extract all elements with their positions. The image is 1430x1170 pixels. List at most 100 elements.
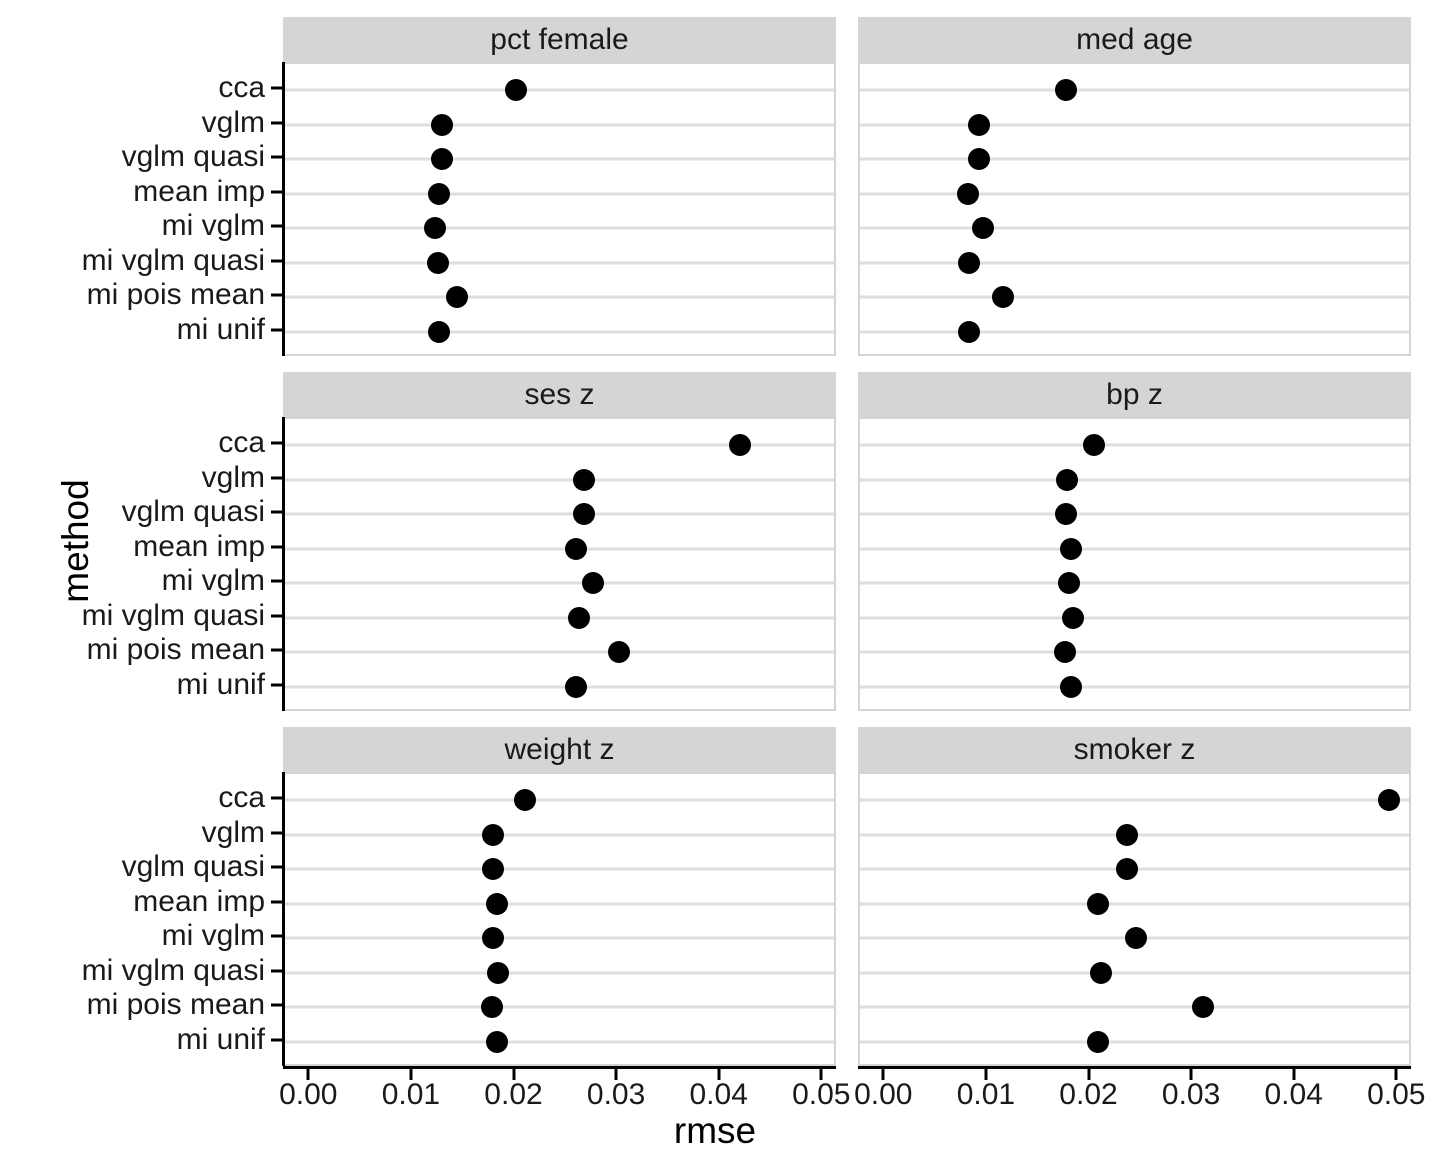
gridline-vglm (285, 123, 834, 127)
x-tick-label: 0.01 (956, 1078, 1016, 1111)
x-tick (819, 1068, 823, 1080)
data-point-mean-imp (1086, 892, 1109, 915)
gridline-cca (860, 798, 1409, 802)
y-tick (271, 510, 282, 514)
facet-strip-label: weight z (504, 732, 615, 766)
y-axis-title: method (55, 479, 97, 603)
y-tick (271, 969, 282, 973)
facet-strip-label: bp z (1106, 377, 1163, 411)
data-point-cca (513, 789, 536, 811)
gridline-mean-imp (285, 192, 834, 196)
y-tick (271, 683, 282, 687)
y-tick (271, 328, 282, 332)
facet-plot-area (283, 772, 836, 1066)
gridline-mi-vglm (285, 226, 834, 230)
y-category-label-mean-imp: mean imp (133, 884, 265, 918)
data-point-mean-imp (957, 182, 980, 205)
gridline-vglm-quasi (285, 157, 834, 161)
data-point-mi-vglm (481, 927, 504, 950)
facet-strip-label: ses z (524, 377, 595, 411)
gridline-mi-vglm-quasi (860, 971, 1409, 975)
data-point-mi-vglm (582, 572, 605, 595)
gridline-mi-vglm-quasi (860, 616, 1409, 620)
y-category-label-mi-vglm: mi vglm (161, 564, 265, 598)
gridline-vglm-quasi (860, 512, 1409, 516)
x-tick (614, 1068, 618, 1080)
y-category-label-vglm-quasi: vglm quasi (121, 140, 265, 174)
data-point-mi-vglm (1124, 927, 1147, 950)
gridline-mi-pois-mean (285, 650, 834, 654)
gridline-mi-vglm-quasi (285, 616, 834, 620)
data-point-mi-vglm-quasi (1062, 606, 1085, 629)
y-category-label-mi-pois-mean: mi pois mean (86, 988, 265, 1022)
gridline-mi-unif (285, 1040, 834, 1044)
facet-plot-area (283, 417, 836, 711)
x-tick (1087, 1068, 1090, 1080)
gridline-mean-imp (860, 902, 1409, 906)
x-tick-label: 0.04 (689, 1078, 748, 1111)
data-point-mean-imp (565, 537, 588, 560)
facet-strip: med age (858, 17, 1411, 62)
facet-strip: ses z (283, 372, 836, 417)
data-point-vglm-quasi (1054, 503, 1077, 526)
y-axis-line (282, 62, 285, 356)
y-tick (271, 476, 282, 480)
y-category-label-mi-vglm: mi vglm (161, 209, 265, 243)
x-tick-label: 0.00 (279, 1078, 338, 1111)
y-category-label-mi-unif: mi unif (176, 1022, 265, 1056)
gridline-vglm (285, 833, 834, 837)
facet-panel-pct-female: pct female (283, 17, 836, 356)
data-point-mi-pois-mean (446, 286, 469, 309)
gridline-mi-pois-mean (285, 1005, 834, 1009)
y-tick (271, 1038, 282, 1042)
x-tick-label: 0.01 (381, 1078, 441, 1111)
y-tick (271, 831, 282, 835)
gridline-mean-imp (285, 547, 834, 551)
gridline-mi-unif (860, 330, 1409, 334)
y-tick (271, 934, 282, 938)
y-tick (271, 614, 282, 618)
x-axis-line (858, 1066, 1411, 1069)
data-point-mi-unif (427, 320, 450, 343)
facet-strip-label: smoker z (1073, 732, 1196, 766)
x-tick-label: 0.02 (484, 1078, 543, 1111)
gridline-mi-pois-mean (860, 295, 1409, 299)
y-tick (271, 545, 282, 549)
x-tick (409, 1068, 413, 1080)
facet-strip: pct female (283, 17, 836, 62)
x-tick (306, 1068, 310, 1080)
data-point-mi-unif (486, 1030, 509, 1053)
data-point-mi-unif (1086, 1030, 1109, 1053)
y-category-label-mean-imp: mean imp (133, 174, 265, 208)
data-point-vglm (967, 113, 990, 136)
gridline-mi-vglm-quasi (285, 261, 834, 265)
x-tick (881, 1068, 885, 1080)
gridline-mean-imp (860, 192, 1409, 196)
y-category-label-vglm: vglm (201, 105, 265, 139)
facet-panel-smoker-z: smoker z (858, 727, 1411, 1066)
x-tick (512, 1068, 515, 1080)
gridline-mi-pois-mean (860, 1005, 1409, 1009)
x-tick (1292, 1068, 1296, 1080)
y-category-label-mi-unif: mi unif (176, 312, 265, 346)
y-axis-line (282, 417, 285, 711)
facet-strip-label: pct female (490, 22, 629, 56)
data-point-vglm (1116, 823, 1139, 846)
gridline-mi-pois-mean (860, 650, 1409, 654)
data-point-mi-unif (565, 675, 588, 698)
y-category-label-cca: cca (218, 781, 265, 814)
gridline-mi-vglm (860, 226, 1409, 230)
data-point-cca (1082, 434, 1105, 456)
x-tick-label: 0.03 (1161, 1078, 1221, 1111)
data-point-vglm-quasi (1116, 858, 1139, 881)
y-category-label-mi-vglm: mi vglm (161, 919, 265, 953)
x-tick-label: 0.00 (854, 1078, 913, 1111)
facet-strip: bp z (858, 372, 1411, 417)
gridline-vglm-quasi (285, 512, 834, 516)
data-point-mi-pois-mean (1053, 641, 1076, 664)
data-point-mean-imp (427, 182, 450, 205)
y-tick (271, 1003, 282, 1007)
x-axis-line (283, 1066, 836, 1069)
data-point-mi-vglm-quasi (487, 961, 510, 984)
